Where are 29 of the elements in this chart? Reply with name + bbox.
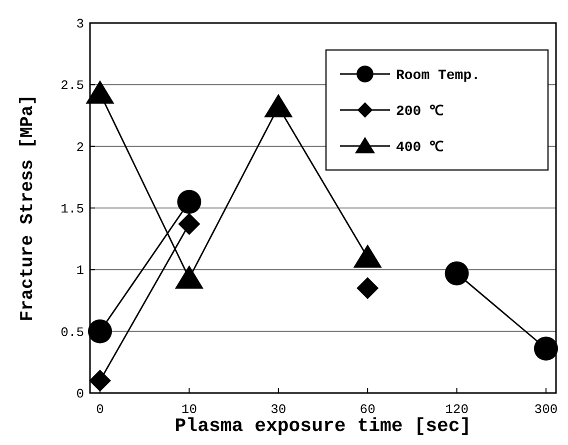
x-tick-label: 0 <box>96 402 104 417</box>
y-tick-label: 1.5 <box>60 202 84 217</box>
legend-label: 200 ℃ <box>396 104 444 120</box>
y-tick-label: 0.5 <box>60 324 84 340</box>
point <box>177 190 202 214</box>
point <box>264 94 293 118</box>
legend-label: 400 ℃ <box>396 140 444 156</box>
y-tick-label: 0 <box>76 386 84 402</box>
y-tick-label: 2 <box>76 140 84 155</box>
legend-label: Room Temp. <box>396 68 480 84</box>
point <box>353 244 382 268</box>
x-tick-label: 300 <box>534 402 558 417</box>
x-tick-label: 10 <box>181 402 198 417</box>
x-axis-title: Plasma exposure time [sec] <box>174 415 472 437</box>
x-tick-label: 120 <box>445 402 469 417</box>
y-axis-title: Fracture Stress [MPa] <box>18 94 38 322</box>
point <box>444 261 469 286</box>
y-tick-label: 3 <box>76 16 84 32</box>
point <box>534 336 558 361</box>
point <box>86 80 114 104</box>
point <box>174 265 204 289</box>
point <box>89 370 111 392</box>
y-tick-label: 1 <box>76 263 84 278</box>
point <box>178 213 200 236</box>
y-tick-label: 2.5 <box>60 78 84 94</box>
point <box>356 277 379 300</box>
point <box>88 319 112 344</box>
x-tick-label: 60 <box>360 402 376 417</box>
x-tick-label: 30 <box>270 402 286 417</box>
